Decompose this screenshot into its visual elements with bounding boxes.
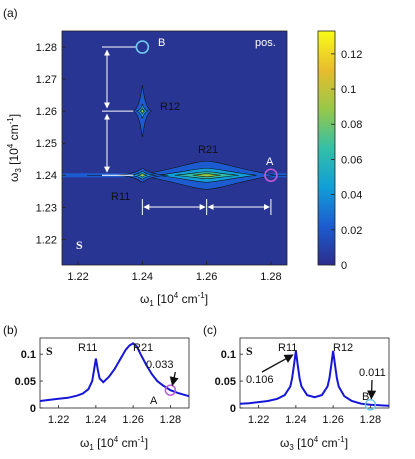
contour-r11-inner [137, 172, 148, 178]
s-label-a: S [76, 238, 83, 252]
plot-c-marker-label: B [362, 391, 369, 403]
plot-c-annotation-arrow-b [367, 379, 377, 400]
heatmap-background [62, 31, 287, 265]
marker-b-circle [135, 40, 150, 54]
x-tick-label: 1.26 [196, 271, 217, 283]
contour-r12-inner [139, 108, 145, 114]
panel-b-label: (b) [3, 323, 18, 337]
x-tick-label: 1.28 [260, 271, 281, 283]
plot-c-marker-b [364, 399, 377, 411]
plot-b-series-line [40, 342, 189, 402]
spectrum-plot-b: 1.22 1.24 1.26 1.28 0 0.05 0.1 S R11 R21 0.03… [15, 337, 190, 452]
plot-c-annotation-b-value: 0.011 [359, 367, 386, 379]
y-tick-label: 1.25 [36, 138, 57, 150]
y-tick-label: 1.24 [36, 170, 57, 182]
y-tick-label: 0 [230, 403, 236, 415]
plot-b-annotation-arrow [169, 371, 179, 387]
heatmap-x-axis-label: ω1 [104 cm-1] [140, 291, 208, 308]
x-tick-label: 1.26 [122, 414, 143, 426]
peak-label-r12: R12 [160, 101, 180, 113]
colorbar-tick-label: 0.1 [341, 84, 356, 96]
peak-label-r11: R11 [111, 191, 130, 203]
x-tick-label: 1.24 [85, 414, 106, 426]
colorbar-tick-label: 0.04 [341, 190, 362, 202]
colorbar-tick-label: 0.12 [341, 49, 362, 61]
colorbar-tick-label: 0.02 [341, 225, 362, 237]
heatmap-x-ticks: 1.22 1.24 1.26 1.28 [67, 261, 282, 283]
marker-label-b: B [158, 37, 165, 49]
plot-c-peak-label-r11: R11 [278, 342, 297, 354]
x-tick-label: 1.24 [285, 414, 306, 426]
y-tick-label: 1.23 [36, 202, 57, 214]
plot-b-frame [39, 337, 190, 409]
distance-arrows [102, 46, 272, 215]
marker-a-circle [264, 168, 278, 183]
y-tick-label: 0 [30, 403, 36, 415]
heatmap-frame [61, 30, 288, 266]
s-label-b: S [46, 344, 53, 358]
y-tick-label: 0.05 [15, 376, 36, 388]
plot-c-x-ticks: 1.22 1.24 1.26 1.28 [248, 405, 381, 426]
y-tick-label: 1.27 [36, 74, 57, 86]
plot-b-x-ticks: 1.22 1.24 1.26 1.28 [48, 405, 181, 426]
panel-a-label: (a) [3, 6, 18, 20]
heatmap-markers [135, 40, 278, 183]
x-tick-label: 1.26 [322, 414, 343, 426]
heatmap-y-axis-label: ω3 [104 cm-1] [6, 114, 23, 182]
corner-label: pos. [255, 37, 276, 49]
colorbar-gradient [317, 30, 336, 266]
heatmap-contours [62, 84, 287, 190]
peak-label-r21: R21 [198, 144, 218, 156]
plot-c-annotation-peak-value: 0.106 [246, 374, 274, 386]
x-tick-label: 1.22 [67, 271, 88, 283]
x-tick-label: 1.22 [48, 414, 69, 426]
y-tick-label: 1.26 [36, 106, 57, 118]
colorbar-tick-label: 0.06 [341, 154, 362, 166]
heatmap-y-ticks: 1.22 1.23 1.24 1.25 1.26 1.27 1.28 [36, 42, 66, 246]
marker-label-a: A [266, 156, 274, 168]
y-tick-label: 1.22 [36, 234, 57, 246]
plot-b-marker-label: A [150, 395, 158, 407]
s-label-c: S [246, 344, 253, 358]
x-tick-label: 1.22 [248, 414, 269, 426]
y-tick-label: 0.1 [221, 349, 236, 361]
plot-b-annotation-value: 0.033 [146, 359, 174, 371]
y-tick-label: 1.28 [36, 42, 57, 54]
y-tick-label: 0.1 [21, 349, 36, 361]
x-tick-label: 1.28 [360, 414, 381, 426]
y-tick-label: 0.05 [215, 376, 236, 388]
plot-b-peak-label-r11: R11 [78, 342, 97, 354]
plot-c-x-axis-label: ω3 [104 cm-1] [280, 435, 348, 452]
colorbar: 0 0.02 0.04 0.06 0.08 0.1 0.12 [317, 30, 362, 272]
heatmap-plot: 1.22 1.24 1.26 1.28 1.221.231.241.251.261.2… [6, 30, 288, 308]
colorbar-tick-label: 0.08 [341, 119, 362, 131]
plot-c-y-ticks: 0 0.05 0.1 [215, 349, 243, 415]
colorbar-ticks: 0 0.02 0.04 0.06 0.08 0.1 0.12 [331, 49, 362, 272]
plot-b-peak-label-r21: R21 [133, 342, 153, 354]
x-tick-label: 1.28 [160, 414, 181, 426]
plot-c-frame [239, 337, 390, 409]
plot-c-series-line [240, 350, 389, 407]
spectrum-plot-c: 1.22 1.24 1.26 1.28 0 0.05 0.1 S R11 R12 0.10… [215, 337, 390, 452]
x-tick-label: 1.24 [132, 271, 153, 283]
plot-b-x-axis-label: ω1 [104 cm-1] [80, 435, 148, 452]
plot-c-annotation-arrow-peak [261, 354, 294, 373]
colorbar-tick-label: 0 [341, 260, 347, 272]
plot-b-y-ticks: 0 0.05 0.1 [15, 349, 43, 415]
contour-r21-core [192, 173, 221, 178]
plot-c-peak-label-r12: R12 [333, 342, 353, 354]
panel-c-label: (c) [203, 323, 217, 337]
